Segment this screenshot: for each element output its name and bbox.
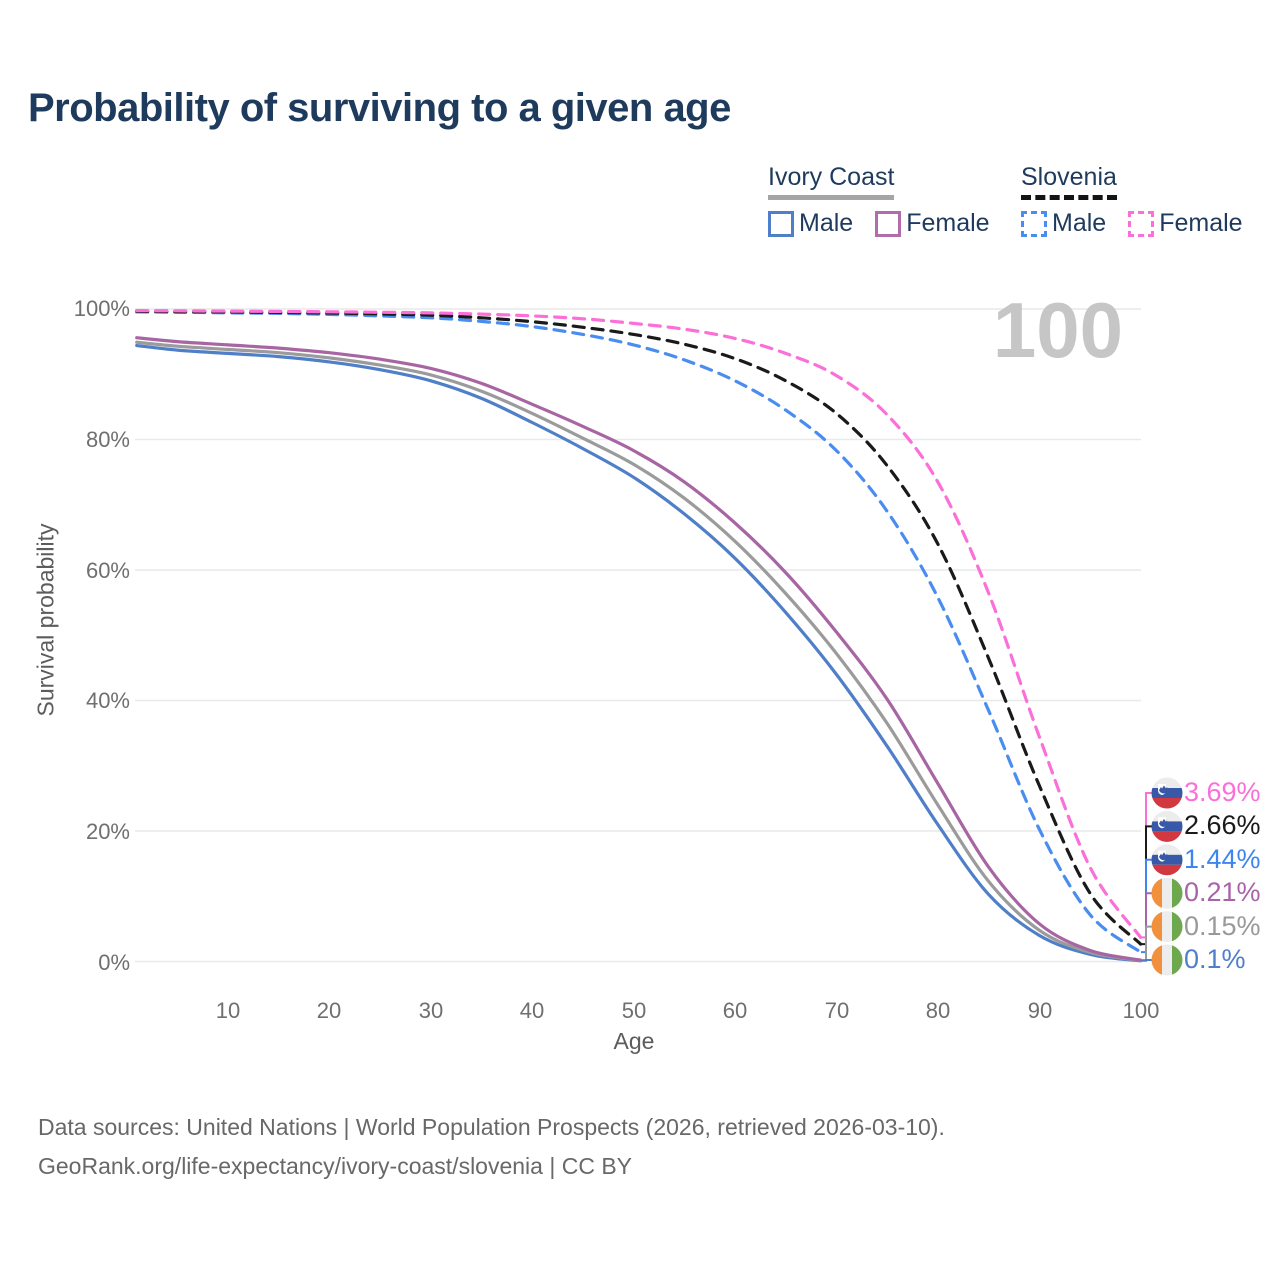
x-tick: 10	[215, 998, 241, 1023]
x-tick: 70	[824, 998, 850, 1023]
end-label-value: 0.1%	[1184, 944, 1246, 974]
x-tick: 60	[722, 998, 748, 1023]
x-tick: 80	[925, 998, 951, 1023]
legend-item-ivory-coast-female[interactable]: Female	[875, 209, 1011, 238]
end-label-value: 3.69%	[1184, 777, 1261, 807]
page-title: Probability of surviving to a given age	[28, 86, 731, 130]
ivory-coast-female-swatch-icon	[875, 210, 902, 237]
legend-group-slovenia: Slovenia Male Female	[1021, 163, 1265, 238]
legend-item-slovenia-male[interactable]: Male	[1021, 209, 1128, 238]
series-line-ivory-coast-both-sexes	[135, 340, 1143, 963]
footer-sources-line: Data sources: United Nations | World Pop…	[38, 1114, 945, 1140]
slovenia-female-swatch-icon	[1128, 210, 1155, 237]
footer-attribution-line: GeoRank.org/life-expectancy/ivory-coast/…	[38, 1153, 633, 1179]
y-tick: 60%	[85, 558, 130, 583]
slovenia-flag-icon	[1151, 777, 1183, 809]
end-label-value: 1.44%	[1184, 843, 1261, 874]
series-line-ivory-coast-female	[135, 336, 1143, 962]
footer: Data sources: United Nations | World Pop…	[38, 1108, 945, 1186]
end-label-value: 2.66%	[1184, 810, 1261, 841]
series-line-slovenia-both-sexes	[135, 309, 1143, 946]
y-tick: 80%	[85, 427, 130, 452]
x-tick: 30	[418, 998, 444, 1023]
end-label-value: 0.15%	[1184, 910, 1261, 941]
series-line-slovenia-female	[135, 309, 1143, 939]
legend-item-ivory-coast-male[interactable]: Male	[768, 209, 875, 238]
y-tick: 0%	[98, 950, 130, 975]
legend-group-ivory-coast: Ivory Coast Male Female	[768, 163, 1012, 238]
end-label-value: 0.21%	[1184, 877, 1261, 908]
x-axis-title: Age	[613, 1028, 655, 1054]
ivory-coast-flag-icon	[1151, 911, 1183, 943]
age-watermark: 100	[992, 286, 1123, 374]
legend-item-slovenia-female[interactable]: Female	[1128, 209, 1264, 238]
end-label-connector	[1141, 959, 1152, 962]
ivory-coast-flag-icon	[1151, 877, 1183, 909]
ivory-coast-male-swatch-icon	[768, 210, 794, 237]
x-tick: 100	[1122, 998, 1160, 1023]
x-tick: 20	[316, 998, 342, 1023]
y-tick: 100%	[73, 296, 130, 321]
legend-item-label: Male	[1052, 209, 1107, 237]
legend-item-label: Male	[799, 209, 854, 237]
ivory-coast-flag-icon	[1151, 944, 1183, 976]
y-tick: 40%	[85, 688, 130, 713]
legend-title-ivory-coast: Ivory Coast	[768, 163, 895, 200]
slovenia-male-swatch-icon	[1021, 210, 1047, 237]
legend-item-label: Female	[1159, 209, 1243, 237]
legend-item-label: Female	[906, 209, 990, 237]
series-line-ivory-coast-male	[135, 343, 1143, 963]
slovenia-flag-icon	[1151, 844, 1183, 876]
x-tick: 50	[621, 998, 647, 1023]
slovenia-flag-icon	[1151, 810, 1183, 842]
series-line-slovenia-male	[135, 310, 1143, 954]
x-tick: 90	[1027, 998, 1053, 1023]
x-tick: 40	[519, 998, 545, 1023]
legend-title-slovenia: Slovenia	[1021, 163, 1117, 200]
y-tick: 20%	[85, 819, 130, 844]
